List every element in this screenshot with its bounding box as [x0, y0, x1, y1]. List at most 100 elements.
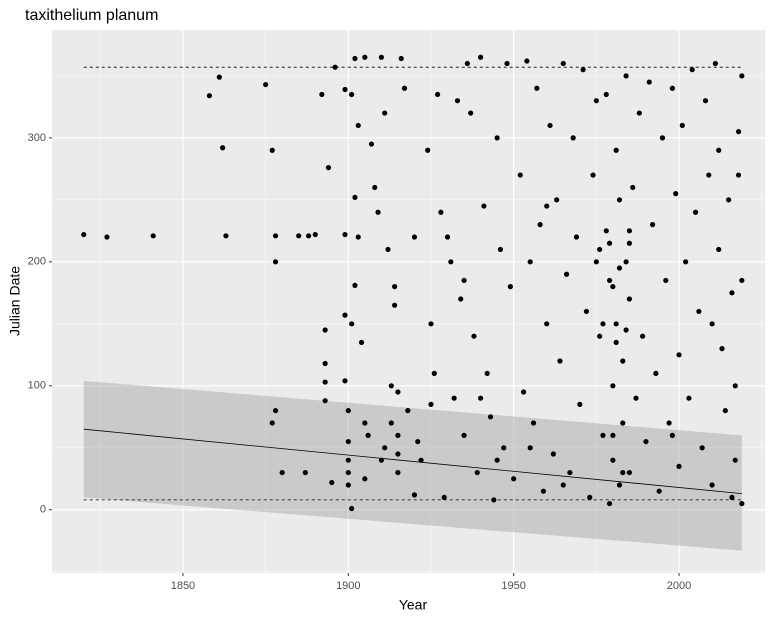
point: [726, 197, 732, 203]
point: [712, 60, 718, 67]
point: [686, 395, 692, 401]
point: [620, 469, 626, 476]
point: [583, 308, 590, 315]
point: [560, 482, 566, 488]
point: [702, 98, 709, 104]
point: [560, 60, 566, 67]
x-tick-label: 1900: [336, 580, 360, 592]
point: [709, 482, 715, 488]
y-axis-label: Julian Date: [7, 266, 23, 336]
point: [418, 457, 424, 463]
point: [392, 302, 398, 308]
point: [646, 79, 652, 85]
point: [630, 184, 636, 191]
point: [435, 91, 441, 98]
point: [643, 438, 649, 445]
point: [375, 209, 381, 215]
point: [540, 488, 547, 494]
point: [471, 333, 477, 339]
point: [342, 312, 348, 318]
point: [272, 259, 279, 265]
point: [382, 445, 388, 451]
point: [554, 197, 560, 203]
point: [263, 81, 269, 88]
point: [606, 277, 613, 284]
point: [623, 327, 629, 333]
point: [401, 85, 408, 91]
point: [392, 284, 398, 290]
x-tick-label: 2000: [667, 580, 691, 592]
point: [362, 420, 368, 426]
point: [530, 420, 537, 426]
point: [597, 246, 603, 253]
point: [216, 74, 222, 80]
plot-panel: [52, 30, 765, 573]
point: [415, 438, 421, 445]
point: [610, 457, 616, 463]
point: [563, 271, 570, 277]
point: [696, 308, 702, 315]
point: [527, 445, 533, 451]
point: [349, 505, 355, 512]
point: [395, 451, 401, 457]
point: [716, 147, 722, 153]
point: [497, 246, 504, 253]
point: [732, 383, 738, 389]
point: [567, 469, 573, 476]
point: [395, 469, 401, 476]
point: [223, 233, 229, 239]
point: [613, 339, 619, 346]
point: [325, 165, 332, 171]
point: [494, 135, 500, 141]
point: [709, 321, 715, 327]
point: [504, 60, 510, 67]
point: [474, 469, 480, 476]
point: [345, 457, 351, 463]
point: [593, 259, 599, 265]
point: [659, 135, 666, 141]
point: [322, 327, 328, 333]
point: [431, 370, 437, 377]
trend-line: [83, 428, 742, 495]
point: [732, 457, 738, 463]
point: [517, 172, 523, 178]
point: [454, 98, 461, 104]
point: [501, 445, 507, 451]
point: [342, 86, 348, 93]
point: [306, 233, 312, 239]
point: [355, 234, 361, 240]
point: [464, 60, 470, 67]
point: [368, 141, 375, 147]
point: [487, 414, 494, 420]
point: [312, 231, 318, 238]
point: [352, 194, 358, 200]
point: [365, 432, 371, 438]
x-tick-label: 1950: [501, 580, 525, 592]
point: [428, 401, 434, 407]
point: [669, 432, 676, 438]
point: [676, 352, 682, 358]
point: [626, 469, 633, 476]
point: [623, 259, 629, 265]
point: [468, 110, 474, 116]
point: [577, 401, 583, 407]
point: [663, 277, 669, 284]
point: [481, 203, 487, 209]
point: [458, 296, 464, 302]
point: [636, 110, 642, 116]
point: [81, 231, 87, 238]
point: [352, 282, 358, 288]
point: [534, 85, 540, 91]
point: [461, 277, 467, 284]
point: [349, 321, 355, 327]
point: [606, 500, 613, 507]
point: [272, 407, 279, 414]
y-tick-label: 300: [28, 132, 46, 144]
point: [358, 339, 365, 346]
point: [729, 494, 735, 500]
point: [428, 321, 434, 327]
point: [719, 346, 725, 352]
point: [104, 234, 110, 240]
